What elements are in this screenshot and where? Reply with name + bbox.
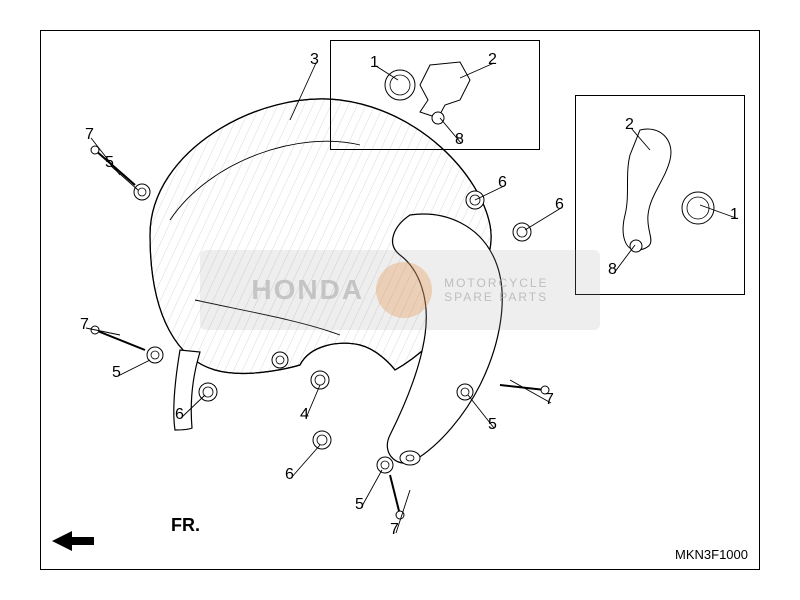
callout-8: 8 <box>455 131 464 149</box>
callout-6: 6 <box>285 466 294 484</box>
inset-right-frame <box>575 95 745 295</box>
callout-2: 2 <box>625 116 634 134</box>
inset-top-frame <box>330 40 540 150</box>
callout-6: 6 <box>498 174 507 192</box>
callout-5: 5 <box>355 496 364 514</box>
front-direction-indicator: FR. <box>50 527 154 560</box>
callout-1: 1 <box>370 54 379 72</box>
callout-7: 7 <box>545 391 554 409</box>
callout-5: 5 <box>105 154 114 172</box>
callout-3: 3 <box>310 51 319 69</box>
front-label: FR. <box>171 515 200 535</box>
callout-5: 5 <box>488 416 497 434</box>
callout-7: 7 <box>80 316 89 334</box>
callout-6: 6 <box>555 196 564 214</box>
callout-4: 4 <box>300 406 309 424</box>
callout-1: 1 <box>730 206 739 224</box>
callout-5: 5 <box>112 364 121 382</box>
callout-7: 7 <box>390 521 399 539</box>
callout-7: 7 <box>85 126 94 144</box>
callout-2: 2 <box>488 51 497 69</box>
diagram-id-label: MKN3F1000 <box>675 547 748 562</box>
callout-8: 8 <box>608 261 617 279</box>
callout-6: 6 <box>175 406 184 424</box>
